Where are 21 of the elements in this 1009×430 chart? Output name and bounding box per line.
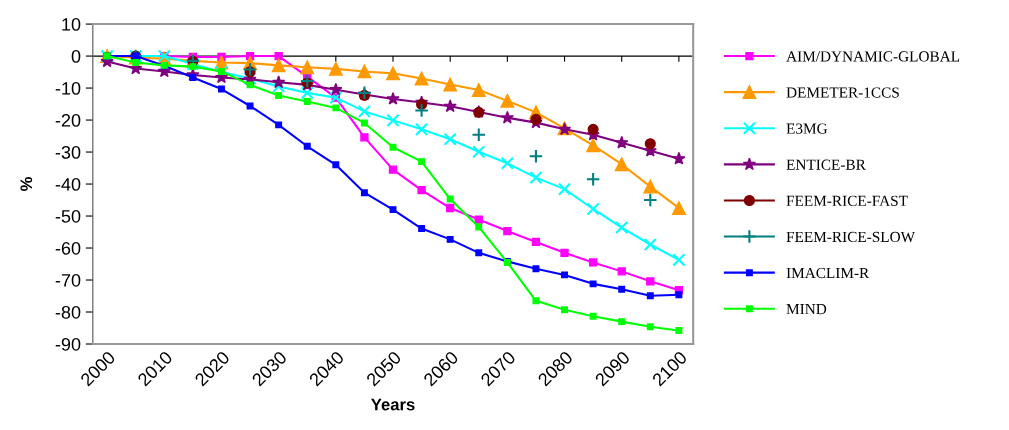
- y-tick-label: -10: [55, 82, 81, 95]
- legend-label: FEEM-RICE-SLOW: [786, 231, 916, 243]
- y-axis-title: %: [20, 177, 33, 192]
- legend-label: E3MG: [786, 123, 828, 134]
- y-tick-label: -30: [55, 145, 81, 159]
- y-tick-label: 0: [71, 50, 81, 63]
- y-tick-label: -70: [55, 273, 81, 287]
- y-tick-label: -50: [55, 209, 81, 223]
- y-tick-label: -20: [55, 113, 81, 127]
- x-axis-title: Years: [371, 398, 415, 411]
- legend-label: FEEM-RICE-FAST: [786, 195, 908, 206]
- legend-label: AIM/DYNAMIC-GLOBAL: [786, 51, 960, 62]
- y-tick-label: -40: [55, 177, 81, 191]
- legend-label: DEMETER-1CCS: [786, 87, 899, 98]
- legend-label: ENTICE-BR: [786, 159, 866, 170]
- legend-label: MIND: [786, 304, 827, 315]
- y-tick-label: 10: [62, 18, 81, 31]
- y-tick-label: -90: [55, 337, 81, 351]
- legend-label: IMACLIM-R: [786, 267, 870, 279]
- y-tick-label: -60: [55, 241, 81, 255]
- y-tick-label: -80: [55, 305, 81, 319]
